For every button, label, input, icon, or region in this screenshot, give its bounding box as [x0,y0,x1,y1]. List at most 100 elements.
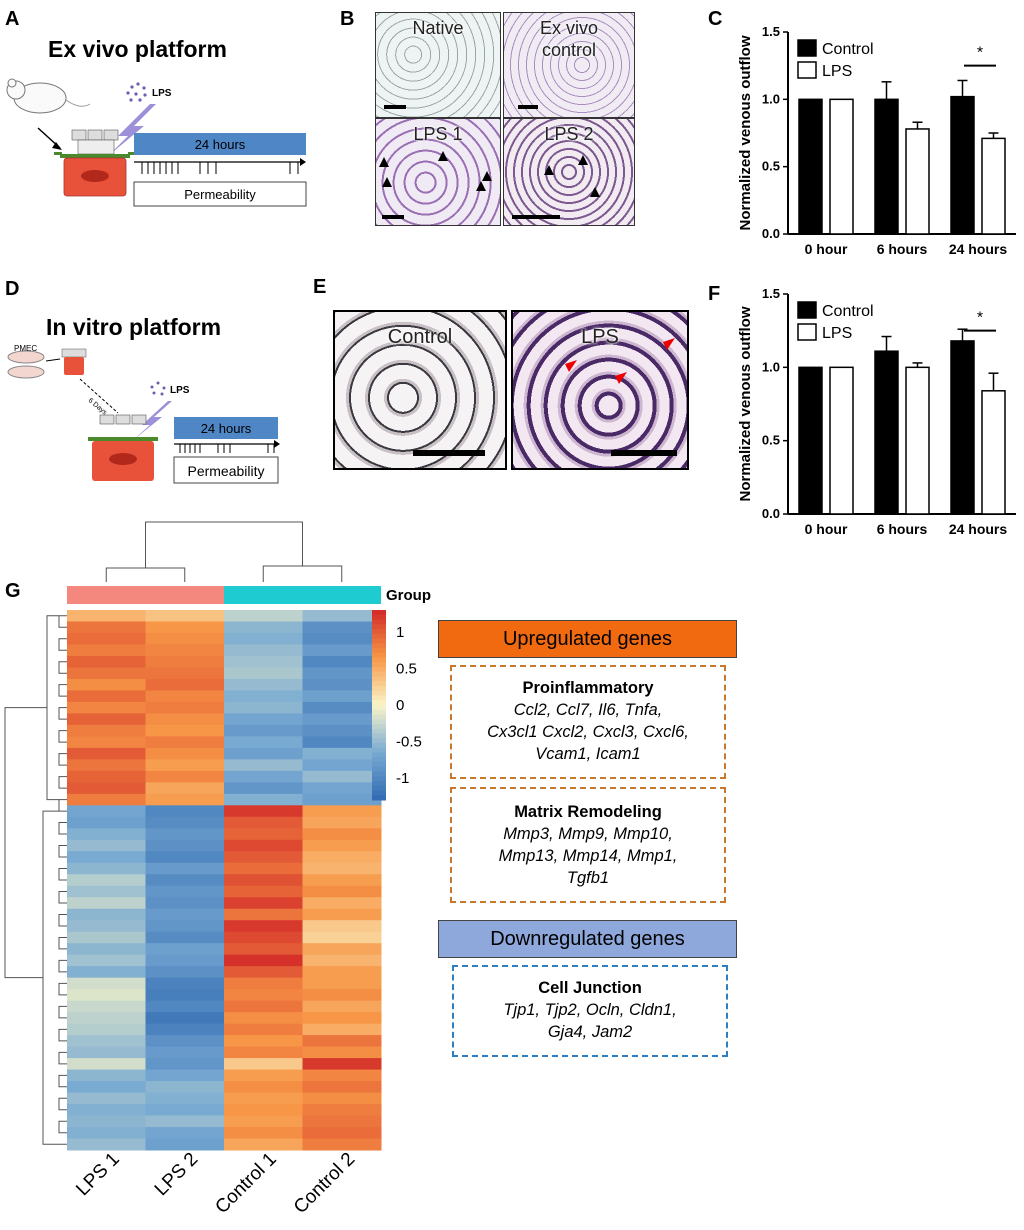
heatmap-cell [67,954,146,967]
colorbar-tick-label: 0.5 [396,660,417,677]
panel-label-g: G [5,580,21,602]
heatmap-cell [67,966,146,979]
legend-label-control: Control [822,41,874,58]
y-tick-label: 1.5 [762,286,780,301]
colorbar-segment [372,762,386,768]
heatmap-cell [145,1012,225,1025]
heatmap-cell [302,713,382,726]
histology-lps-2: LPS 2 [503,118,635,226]
heatmap-g: LPS 1 LPS 2 Control 1 Control 2 Group 1 0.5 0 -0… [4,521,431,1218]
colorbar-segment [372,724,386,730]
heatmap-cell [67,1046,146,1059]
colorbar-segment [372,643,386,649]
heatmap-cell [145,816,225,829]
heatmap-cell [224,1104,303,1117]
heatmap-cell [302,610,382,622]
heatmap-cell [145,793,225,806]
column-label: Control 1 [211,1149,280,1218]
timeline-bar [174,417,278,439]
heatmap-cell [302,839,382,852]
heatmap-cell [224,874,303,887]
panel-label-c: C [708,8,723,30]
heatmap-cell [224,897,303,910]
bar-control [874,350,899,515]
heatmap-cell [67,701,146,714]
colorbar-segment [372,728,386,734]
heatmap-cell [224,1023,303,1036]
heatmap-cell [145,920,225,933]
heatmap-cell [145,805,225,818]
heatmap-cell [302,736,382,749]
colorbar-segment [372,776,386,782]
heatmap-cell [145,678,225,691]
x-tick-label: 6 hours [877,241,928,257]
heatmap-cell [145,610,225,622]
panel-label-e: E [313,276,327,298]
heatmap-cell [145,736,225,749]
heatmap-cell [224,966,303,979]
heatmap-cell [145,862,225,875]
colorbar-segment [372,733,386,739]
heatmap-cell [67,1081,146,1094]
heatmap-cell [145,1069,225,1082]
heatmap-cell [224,701,303,714]
heatmap-cell [145,690,225,703]
panel-label-a: A [5,8,20,30]
heatmap-cell [67,632,146,645]
bar-control [798,98,823,235]
timeline-label: 24 hours [201,421,252,436]
colorbar-segment [372,657,386,663]
colorbar-segment [372,785,386,791]
heatmap-cell [67,839,146,852]
heatmap-cell [145,931,225,944]
row-dendrogram [4,707,47,979]
heatmap-cell [302,724,382,737]
colorbar-segment [372,766,386,772]
heatmap-cell [67,977,146,990]
colorbar-segment [372,619,386,625]
colorbar-segment [372,662,386,668]
heatmap-cell [145,1058,225,1071]
colorbar-segment [372,700,386,706]
heatmap-cell [67,1058,146,1071]
heatmap-cell [224,1138,303,1151]
heatmap-cell [67,1127,146,1140]
legend-label-control: Control [822,303,874,320]
heatmap-cell [224,644,303,657]
heatmap-cell [224,908,303,921]
colorbar-segment [372,705,386,711]
bar-lps [829,98,854,235]
x-tick-label: 6 hours [877,521,928,537]
heatmap-cell [145,644,225,657]
colorbar-segment [372,747,386,753]
y-axis-label: Normalized venous outflow [737,35,754,230]
y-tick-label: 0.5 [762,159,780,174]
heatmap-cell [302,862,382,875]
legend-swatch-lps [797,323,817,341]
lightning-icon [108,104,156,156]
heatmap-cell [67,885,146,898]
heatmap-cell [302,644,382,657]
heatmap-cell [145,885,225,898]
y-tick-label: 1.5 [762,24,780,39]
heatmap-cell [145,782,225,795]
heatmap-cell [67,1069,146,1082]
heatmap-cell [224,885,303,898]
heatmap-cell [224,655,303,668]
histology-native: Native [375,12,501,118]
heatmap-cell [224,989,303,1002]
heatmap-cell [224,943,303,956]
heatmap-cell [67,690,146,703]
heatmap-cell [67,920,146,933]
histology-ex-vivo-control: Ex vivo control [503,12,635,118]
heatmap-cell [145,908,225,921]
heatmap-cell [302,874,382,887]
y-tick-label: 1.0 [762,91,780,106]
significance-marker: * [977,310,983,327]
ex-vivo-platform-title: Ex vivo platform [48,36,227,62]
heatmap-cell [224,610,303,622]
lps-dots-icon [126,82,147,102]
bar-lps [829,366,854,515]
bar-control [950,95,975,235]
sampling-arrows [179,444,275,453]
